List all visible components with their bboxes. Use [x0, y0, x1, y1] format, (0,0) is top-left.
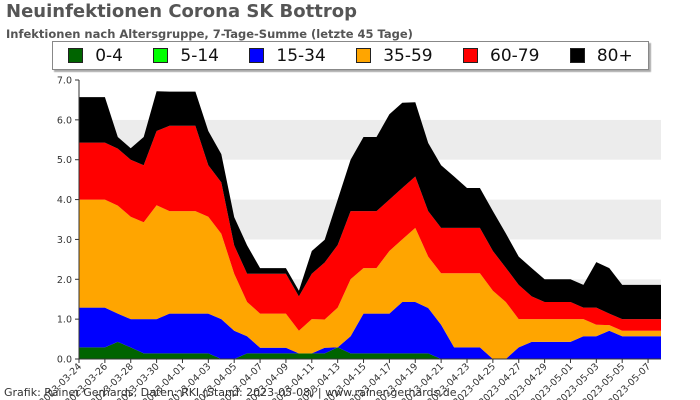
series-area-80+ — [79, 91, 661, 320]
chart-title: Neuinfektionen Corona SK Bottrop — [6, 1, 357, 22]
legend-item-60-79: 60-79 — [463, 46, 539, 66]
y-tick-label: 7.0 — [57, 76, 72, 87]
legend-swatch — [153, 48, 169, 63]
legend-swatch — [356, 48, 372, 63]
y-tick-label: 2.0 — [57, 275, 72, 286]
series-area-15-34 — [79, 302, 661, 359]
legend-label: 35-59 — [383, 45, 433, 66]
legend: 0-4 5-14 15-34 35-59 60-79 80+ — [52, 41, 649, 70]
series-area-60-79 — [79, 125, 661, 331]
legend-swatch — [249, 48, 265, 63]
y-tick-label: 3.0 — [57, 235, 72, 246]
legend-label: 15-34 — [276, 45, 326, 66]
chart-subtitle: Infektionen nach Altersgruppe, 7-Tage-Su… — [6, 27, 413, 41]
series-area-0-4 — [79, 341, 661, 359]
legend-item-15-34: 15-34 — [249, 45, 326, 66]
y-tick-label: 5.0 — [57, 155, 72, 166]
series-area-35-59 — [79, 199, 661, 359]
legend-item-35-59: 35-59 — [356, 45, 433, 66]
legend-label: 5-14 — [180, 45, 219, 66]
legend-item-5-14: 5-14 — [153, 46, 219, 66]
legend-swatch — [463, 48, 479, 63]
legend-item-80plus: 80+ — [569, 45, 633, 66]
legend-swatch — [68, 48, 84, 63]
y-tick-label: 4.0 — [57, 195, 72, 206]
y-tick-label: 0.0 — [57, 355, 72, 366]
legend-label: 0-4 — [95, 45, 123, 66]
legend-label: 80+ — [596, 45, 633, 66]
footer-credit: Grafik: Rainer Gerhards, Daten: RKI (Sta… — [4, 386, 457, 399]
legend-swatch — [569, 48, 585, 63]
legend-label: 60-79 — [490, 45, 540, 66]
legend-item-0-4: 0-4 — [68, 46, 123, 66]
y-tick-label: 6.0 — [57, 115, 72, 126]
y-tick-label: 1.0 — [57, 315, 72, 326]
